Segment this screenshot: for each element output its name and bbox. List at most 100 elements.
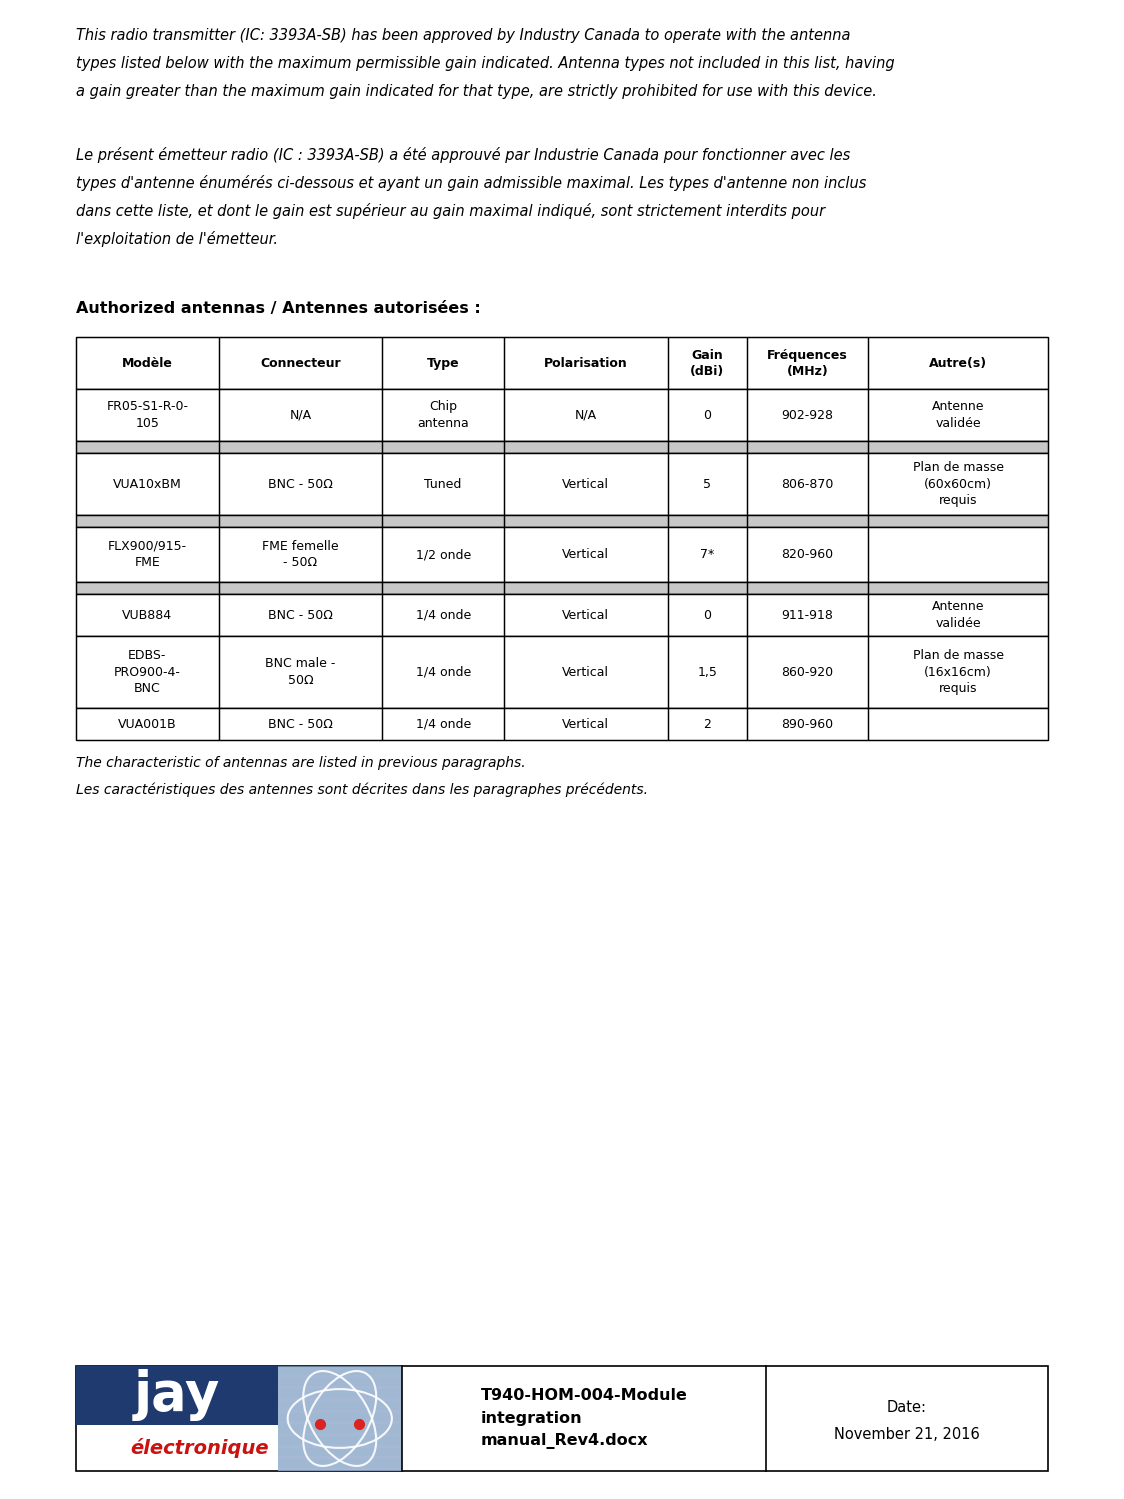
Text: dans cette liste, et dont le gain est supérieur au gain maximal indiqué, sont st: dans cette liste, et dont le gain est su… [76,202,825,219]
Bar [76,528,1048,582]
Bar [668,708,746,741]
Text: BNC - 50Ω: BNC - 50Ω [268,478,333,490]
Text: électronique: électronique [130,1438,269,1459]
Text: VUA10xBM: VUA10xBM [112,478,182,490]
Text: FR05-S1-R-0-
105: FR05-S1-R-0- 105 [107,400,189,430]
Bar [76,516,1048,528]
Bar [668,516,746,528]
Bar [504,636,668,708]
Bar [76,453,219,516]
Text: 0: 0 [704,609,711,622]
Text: 890-960: 890-960 [781,718,834,730]
Bar [504,528,668,582]
Bar [278,1445,401,1448]
Bar [76,594,1048,636]
Bar [219,453,382,516]
Bar [668,582,746,594]
Text: Tuned: Tuned [425,478,462,490]
Text: 902-928: 902-928 [781,409,834,421]
Bar [219,708,382,741]
Text: 806-870: 806-870 [781,478,834,490]
Bar [382,441,504,453]
Bar [278,1375,401,1378]
Text: FME femelle
- 50Ω: FME femelle - 50Ω [262,540,338,570]
Bar [76,708,1048,741]
Bar [504,390,668,441]
Bar [278,1468,401,1471]
Text: l'exploitation de l'émetteur.: l'exploitation de l'émetteur. [76,231,278,247]
Text: Vertical: Vertical [562,478,609,490]
Bar [869,390,1048,441]
Bar [278,1387,401,1390]
Bar [76,1366,1048,1471]
Bar [869,441,1048,453]
Bar [278,1421,401,1424]
Text: 1/4 onde: 1/4 onde [416,666,471,679]
Bar [76,516,219,528]
Text: November 21, 2016: November 21, 2016 [834,1427,980,1442]
Bar [746,441,869,453]
Text: Antenne
validée: Antenne validée [932,600,985,630]
Text: Gain
(dBi): Gain (dBi) [690,348,724,378]
Bar [219,441,382,453]
Text: BNC - 50Ω: BNC - 50Ω [268,609,333,622]
Text: BNC male -
50Ω: BNC male - 50Ω [265,657,336,687]
Bar [76,453,1048,516]
Text: types listed below with the maximum permissible gain indicated. Antenna types no: types listed below with the maximum perm… [76,55,895,70]
Bar [76,441,219,453]
Text: Plan de masse
(16x16cm)
requis: Plan de masse (16x16cm) requis [913,649,1004,696]
Bar [278,1409,401,1412]
Text: Fréquences
(MHz): Fréquences (MHz) [768,348,847,378]
Bar [76,582,219,594]
Bar [668,528,746,582]
Text: BNC - 50Ω: BNC - 50Ω [268,718,333,730]
Bar [382,390,504,441]
Bar [219,390,382,441]
Bar [869,594,1048,636]
Text: Vertical: Vertical [562,609,609,622]
Bar [219,636,382,708]
Bar [76,390,1048,441]
Text: types d'antenne énumérés ci-dessous et ayant un gain admissible maximal. Les typ: types d'antenne énumérés ci-dessous et a… [76,175,867,190]
Text: Connecteur: Connecteur [260,357,341,369]
Bar [746,582,869,594]
Bar [504,582,668,594]
Bar [869,708,1048,741]
Text: 1/2 onde: 1/2 onde [416,549,471,561]
Text: T940-HOM-004-Module
integration
manual_Rev4.docx: T940-HOM-004-Module integration manual_R… [480,1388,687,1448]
Bar [219,582,382,594]
Text: This radio transmitter (IC: 3393A-SB) has been approved by Industry Canada to op: This radio transmitter (IC: 3393A-SB) ha… [76,28,851,43]
Bar [746,636,869,708]
Bar [382,594,504,636]
Bar [746,337,869,390]
Bar [869,528,1048,582]
Text: Vertical: Vertical [562,718,609,730]
Bar [668,453,746,516]
Bar [382,708,504,741]
Text: N/A: N/A [574,409,597,421]
Bar [382,516,504,528]
Text: a gain greater than the maximum gain indicated for that type, are strictly prohi: a gain greater than the maximum gain ind… [76,84,877,99]
Bar [382,528,504,582]
Text: Le présent émetteur radio (IC : 3393A-SB) a été approuvé par Industrie Canada po: Le présent émetteur radio (IC : 3393A-SB… [76,147,850,163]
Text: jay: jay [134,1370,220,1421]
Bar [668,636,746,708]
Bar [76,636,1048,708]
Bar [668,390,746,441]
Bar [76,337,1048,390]
Text: Authorized antennas / Antennes autorisées :: Authorized antennas / Antennes autorisée… [76,301,481,316]
Bar [668,337,746,390]
Bar [869,582,1048,594]
Bar [219,516,382,528]
Text: 860-920: 860-920 [781,666,834,679]
Bar [76,636,219,708]
Bar [278,1433,401,1436]
Bar [746,390,869,441]
Text: Date:: Date: [887,1400,927,1415]
Text: Les caractéristiques des antennes sont décrites dans les paragraphes précédents.: Les caractéristiques des antennes sont d… [76,782,649,796]
Bar [219,594,382,636]
Text: Vertical: Vertical [562,549,609,561]
Text: Plan de masse
(60x60cm)
requis: Plan de masse (60x60cm) requis [913,462,1004,507]
Bar [76,1366,278,1426]
Text: Type: Type [427,357,460,369]
